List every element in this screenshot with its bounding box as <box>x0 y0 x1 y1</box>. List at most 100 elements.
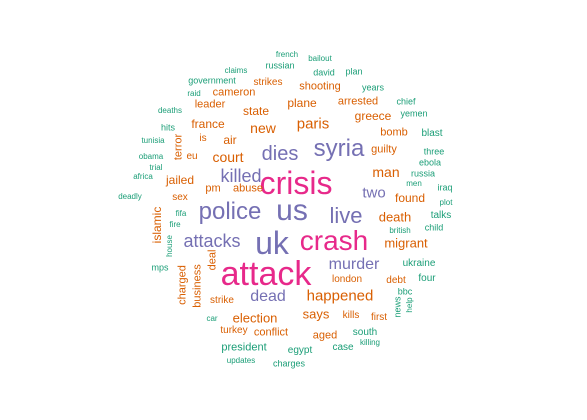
word-conflict: conflict <box>253 326 289 339</box>
word-france: france <box>191 117 225 131</box>
word-plane: plane <box>287 96 317 110</box>
word-sex: sex <box>172 192 188 203</box>
word-updates: updates <box>226 356 256 365</box>
word-three: three <box>423 146 445 157</box>
word-deaths: deaths <box>157 106 183 115</box>
word-cameron: cameron <box>212 86 256 99</box>
word-david: david <box>313 67 335 78</box>
word-us: us <box>276 194 308 227</box>
word-house: house <box>165 235 174 257</box>
word-talks: talks <box>430 210 452 221</box>
word-crisis: crisis <box>259 165 333 201</box>
word-british: british <box>389 226 411 235</box>
word-terror: terror <box>172 133 185 161</box>
word-attack: attack <box>220 255 312 293</box>
word-guilty: guilty <box>371 143 397 156</box>
word-case: case <box>332 342 354 353</box>
word-pm: pm <box>205 182 221 195</box>
word-mps: mps <box>151 262 169 273</box>
word-car: car <box>206 314 218 323</box>
word-state: state <box>242 104 270 118</box>
word-four: four <box>418 273 436 284</box>
word-french: french <box>275 50 299 59</box>
word-obama: obama <box>138 152 164 161</box>
word-kills: kills <box>342 310 360 321</box>
word-london: london <box>331 274 363 285</box>
word-tunisia: tunisia <box>141 136 165 145</box>
word-air: air <box>223 133 237 147</box>
word-africa: africa <box>133 172 153 181</box>
word-strike: strike <box>210 295 234 306</box>
word-egypt: egypt <box>287 345 313 356</box>
word-leader: leader <box>194 98 226 111</box>
word-news: news <box>392 296 403 318</box>
word-bbc: bbc <box>397 286 413 297</box>
word-help: help <box>405 297 414 313</box>
word-deadly: deadly <box>118 192 142 201</box>
word-child: child <box>424 222 444 233</box>
word-debt: debt <box>386 275 406 286</box>
word-charges: charges <box>272 358 306 369</box>
word-government: government <box>188 75 236 86</box>
word-hits: hits <box>160 122 176 133</box>
word-jailed: jailed <box>165 173 195 187</box>
word-russia: russia <box>410 168 436 179</box>
word-dead: dead <box>250 288 286 305</box>
word-killed: killed <box>220 166 262 186</box>
word-chief: chief <box>396 96 416 107</box>
word-migrant: migrant <box>384 235 428 251</box>
word-aged: aged <box>312 329 338 342</box>
word-charged: charged <box>176 265 189 305</box>
word-fire: fire <box>169 220 181 229</box>
word-is: is <box>199 133 207 144</box>
word-business: business <box>191 264 204 308</box>
word-turkey: turkey <box>220 325 248 336</box>
word-islamic: islamic <box>150 206 164 244</box>
word-syria: syria <box>313 135 365 162</box>
word-fifa: fifa <box>175 209 187 218</box>
word-first: first <box>370 312 388 323</box>
word-president: president <box>221 341 267 354</box>
word-happened: happened <box>306 287 374 305</box>
word-south: south <box>352 327 378 338</box>
word-strikes: strikes <box>253 77 283 88</box>
word-greece: greece <box>354 109 392 123</box>
word-eu: eu <box>186 151 198 162</box>
word-abuse: abuse <box>233 182 263 195</box>
word-ebola: ebola <box>418 157 442 168</box>
word-new: new <box>250 120 276 136</box>
word-paris: paris <box>296 115 330 133</box>
word-death: death <box>378 209 412 225</box>
word-plot: plot <box>439 198 453 207</box>
word-ukraine: ukraine <box>402 258 436 269</box>
word-bomb: bomb <box>380 126 408 139</box>
word-killing: killing <box>359 338 381 347</box>
word-uk: uk <box>255 225 289 261</box>
word-murder: murder <box>328 256 380 273</box>
word-bailout: bailout <box>308 54 332 63</box>
word-man: man <box>372 164 400 180</box>
word-attacks: attacks <box>183 231 241 251</box>
word-russian: russian <box>265 60 295 71</box>
word-police: police <box>198 198 262 225</box>
word-two: two <box>362 184 386 202</box>
word-men: men <box>406 179 422 188</box>
word-found: found <box>394 191 426 205</box>
word-yemen: yemen <box>400 108 428 119</box>
word-court: court <box>212 149 244 165</box>
word-says: says <box>302 306 330 322</box>
word-dies: dies <box>261 143 299 165</box>
word-election: election <box>232 310 278 326</box>
word-blast: blast <box>421 128 443 139</box>
word-deal: deal <box>206 249 219 271</box>
word-years: years <box>361 82 385 93</box>
word-shooting: shooting <box>299 80 341 93</box>
word-crash: crash <box>299 225 369 256</box>
word-arrested: arrested <box>337 95 379 108</box>
word-raid: raid <box>187 89 201 98</box>
word-claims: claims <box>224 66 248 75</box>
word-trial: trial <box>149 163 163 172</box>
word-plan: plan <box>345 66 363 77</box>
word-live: live <box>329 203 363 228</box>
